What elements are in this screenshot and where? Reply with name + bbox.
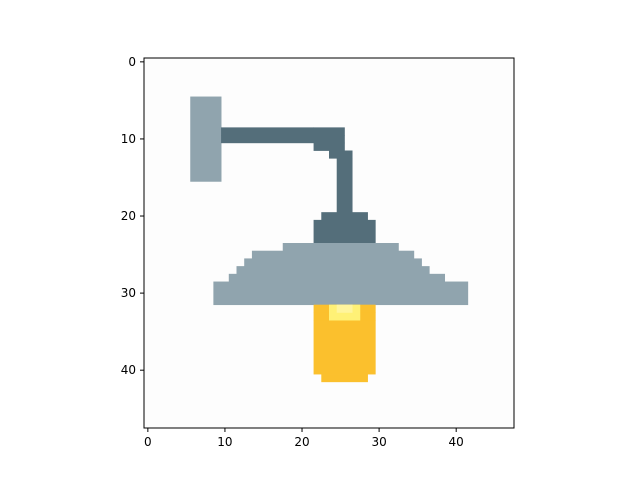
x-tick-label: 30 bbox=[371, 435, 386, 449]
x-axis-ticks: 0 10 20 30 40 bbox=[144, 428, 464, 449]
arm-pixels bbox=[221, 127, 314, 136]
arm-pixels bbox=[313, 135, 345, 144]
y-tick-label: 10 bbox=[121, 132, 136, 146]
arm-pixels bbox=[313, 127, 345, 136]
x-tick-label: 40 bbox=[449, 435, 464, 449]
pixel-image bbox=[144, 58, 514, 428]
y-axis-ticks: 0 10 20 30 40 bbox=[121, 55, 144, 377]
y-tick-label: 20 bbox=[121, 209, 136, 223]
shade-pixels bbox=[251, 250, 415, 259]
arm-pixels bbox=[221, 135, 314, 144]
arm-pixels bbox=[313, 219, 376, 244]
wall-plate-pixels bbox=[190, 96, 222, 182]
y-tick-label: 30 bbox=[121, 286, 136, 300]
axes-frame bbox=[143, 57, 515, 429]
bulb-highlight-pixels bbox=[336, 304, 353, 313]
x-tick-label: 0 bbox=[144, 435, 152, 449]
x-tick-label: 20 bbox=[294, 435, 309, 449]
bulb-pixels bbox=[313, 320, 376, 375]
y-tick-label: 40 bbox=[121, 363, 136, 377]
shade-pixels bbox=[282, 243, 399, 252]
y-tick-label: 0 bbox=[128, 55, 136, 69]
arm-pixels bbox=[336, 158, 353, 213]
arm-pixels bbox=[329, 150, 353, 159]
shade-pixels bbox=[244, 258, 422, 267]
arm-pixels bbox=[313, 142, 345, 151]
bulb-pixels bbox=[321, 374, 368, 383]
x-tick-label: 10 bbox=[217, 435, 232, 449]
shade-pixels bbox=[213, 281, 469, 306]
shade-pixels bbox=[228, 273, 446, 282]
shade-pixels bbox=[236, 266, 430, 275]
arm-pixels bbox=[321, 212, 368, 221]
